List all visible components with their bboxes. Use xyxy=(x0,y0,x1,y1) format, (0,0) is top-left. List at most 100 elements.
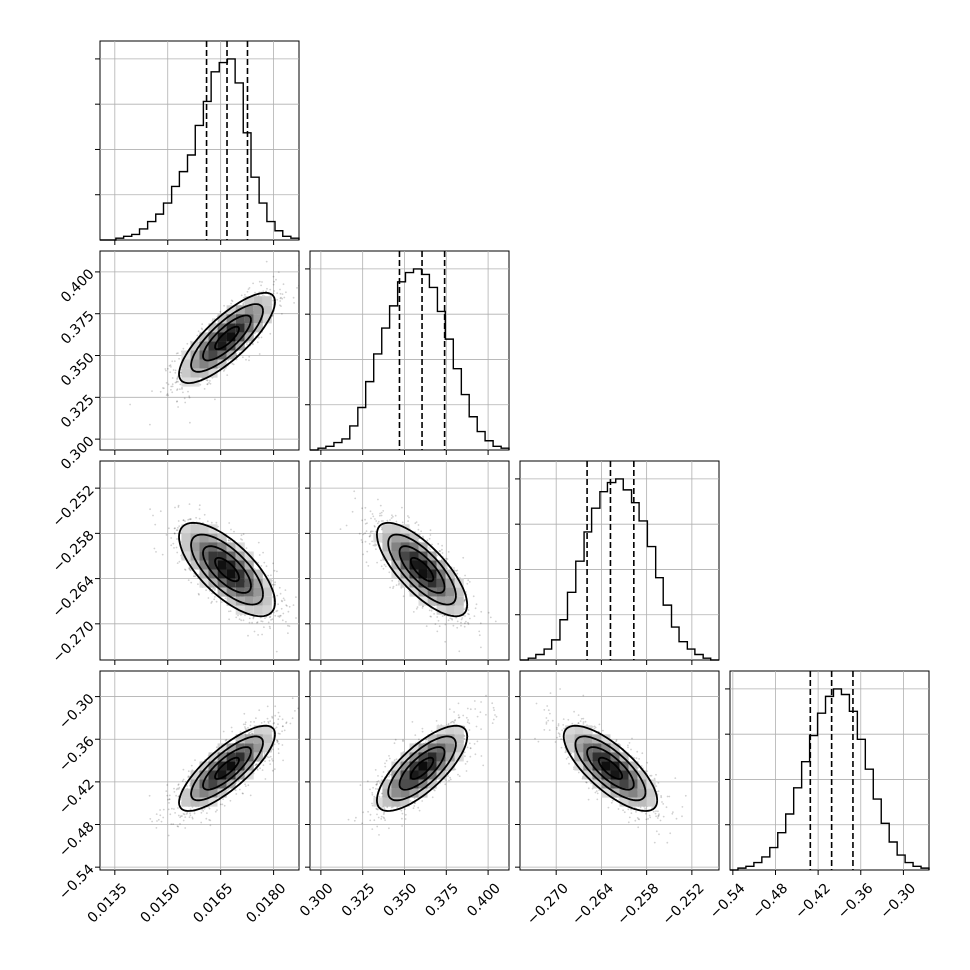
sample-point xyxy=(190,581,193,584)
sample-point xyxy=(173,547,175,549)
sample-point xyxy=(179,374,182,377)
scatter-points xyxy=(148,697,299,837)
sample-point xyxy=(456,620,459,623)
sample-point xyxy=(179,388,181,391)
sample-point xyxy=(461,617,464,619)
contour-level-3 xyxy=(178,521,276,618)
sample-point xyxy=(242,356,244,359)
density-cell xyxy=(244,305,254,315)
sample-point xyxy=(281,293,284,295)
sample-point xyxy=(430,609,433,612)
sample-point xyxy=(166,393,169,395)
density-cell xyxy=(400,551,410,561)
sample-point xyxy=(206,812,208,814)
sample-point xyxy=(177,807,179,809)
sample-point xyxy=(173,360,176,363)
sample-point xyxy=(175,380,178,383)
sample-point xyxy=(242,302,245,305)
sample-point xyxy=(281,297,284,300)
sample-point xyxy=(277,740,279,743)
density-cell xyxy=(199,350,209,360)
sample-point xyxy=(394,514,397,517)
sample-point xyxy=(398,583,400,586)
density-cell xyxy=(244,605,254,615)
sample-point xyxy=(281,313,283,315)
sample-point xyxy=(189,518,192,521)
sample-point xyxy=(238,618,241,620)
sample-point xyxy=(178,786,181,789)
sample-point xyxy=(208,382,210,384)
sample-point xyxy=(463,600,466,603)
sample-point xyxy=(167,383,170,386)
density-cell xyxy=(445,605,455,615)
density-cell xyxy=(253,323,263,333)
sample-point xyxy=(383,563,386,566)
sample-point xyxy=(223,368,226,371)
sample-point xyxy=(235,793,238,795)
sample-point xyxy=(193,575,195,578)
sample-point xyxy=(283,296,286,299)
sample-point xyxy=(453,567,455,569)
sample-point xyxy=(468,581,471,583)
sample-point xyxy=(228,618,231,621)
sample-point xyxy=(260,336,263,339)
sample-point xyxy=(184,780,187,783)
sample-point xyxy=(395,520,398,523)
density-cell xyxy=(409,587,419,597)
sample-point xyxy=(269,615,272,618)
sample-point xyxy=(151,390,153,392)
sample-point xyxy=(288,605,291,608)
density-cell xyxy=(382,533,392,543)
sample-point xyxy=(263,626,265,629)
sample-point xyxy=(380,565,383,568)
sample-point xyxy=(258,336,260,339)
sample-point xyxy=(368,543,371,545)
sample-point xyxy=(248,355,251,358)
sample-point xyxy=(460,618,463,621)
sample-point xyxy=(154,523,157,526)
histogram-step xyxy=(520,478,719,661)
density-cell xyxy=(427,560,437,570)
sample-point xyxy=(270,574,272,577)
sample-point xyxy=(257,541,260,544)
sample-point xyxy=(253,721,256,723)
sample-point xyxy=(188,503,191,505)
sample-point xyxy=(392,587,394,589)
sample-point xyxy=(177,795,180,798)
density-cell xyxy=(208,350,218,360)
sample-point xyxy=(436,554,439,557)
sample-point xyxy=(235,358,238,361)
sample-point xyxy=(189,569,192,572)
density-cell xyxy=(181,551,191,561)
density-cell xyxy=(208,551,218,561)
sample-point xyxy=(467,621,469,624)
sample-point xyxy=(285,604,288,606)
sample-point xyxy=(370,530,373,533)
sample-point xyxy=(369,510,372,513)
sample-point xyxy=(176,529,179,532)
contour-level-0 xyxy=(214,325,240,351)
sample-point xyxy=(274,614,277,617)
sample-point xyxy=(277,603,279,606)
sample-point xyxy=(198,508,201,511)
contour-level-3 xyxy=(375,521,469,618)
density-cell xyxy=(382,542,392,552)
density-cell xyxy=(454,578,464,588)
scatter-panel-3-0 xyxy=(95,670,300,875)
sample-point xyxy=(203,513,206,516)
sample-point xyxy=(203,388,206,390)
sample-point xyxy=(364,522,367,525)
sample-point xyxy=(450,617,453,620)
density-cell xyxy=(409,569,419,579)
sample-point xyxy=(446,558,449,560)
sample-point xyxy=(181,780,184,783)
sample-point xyxy=(458,577,461,579)
sample-point xyxy=(177,406,180,408)
density-cell xyxy=(418,560,428,570)
density-cell xyxy=(262,305,272,315)
sample-point xyxy=(224,597,227,600)
sample-point xyxy=(398,582,400,585)
sample-point xyxy=(267,621,270,624)
sample-point xyxy=(415,521,418,523)
density-cell xyxy=(217,359,227,369)
